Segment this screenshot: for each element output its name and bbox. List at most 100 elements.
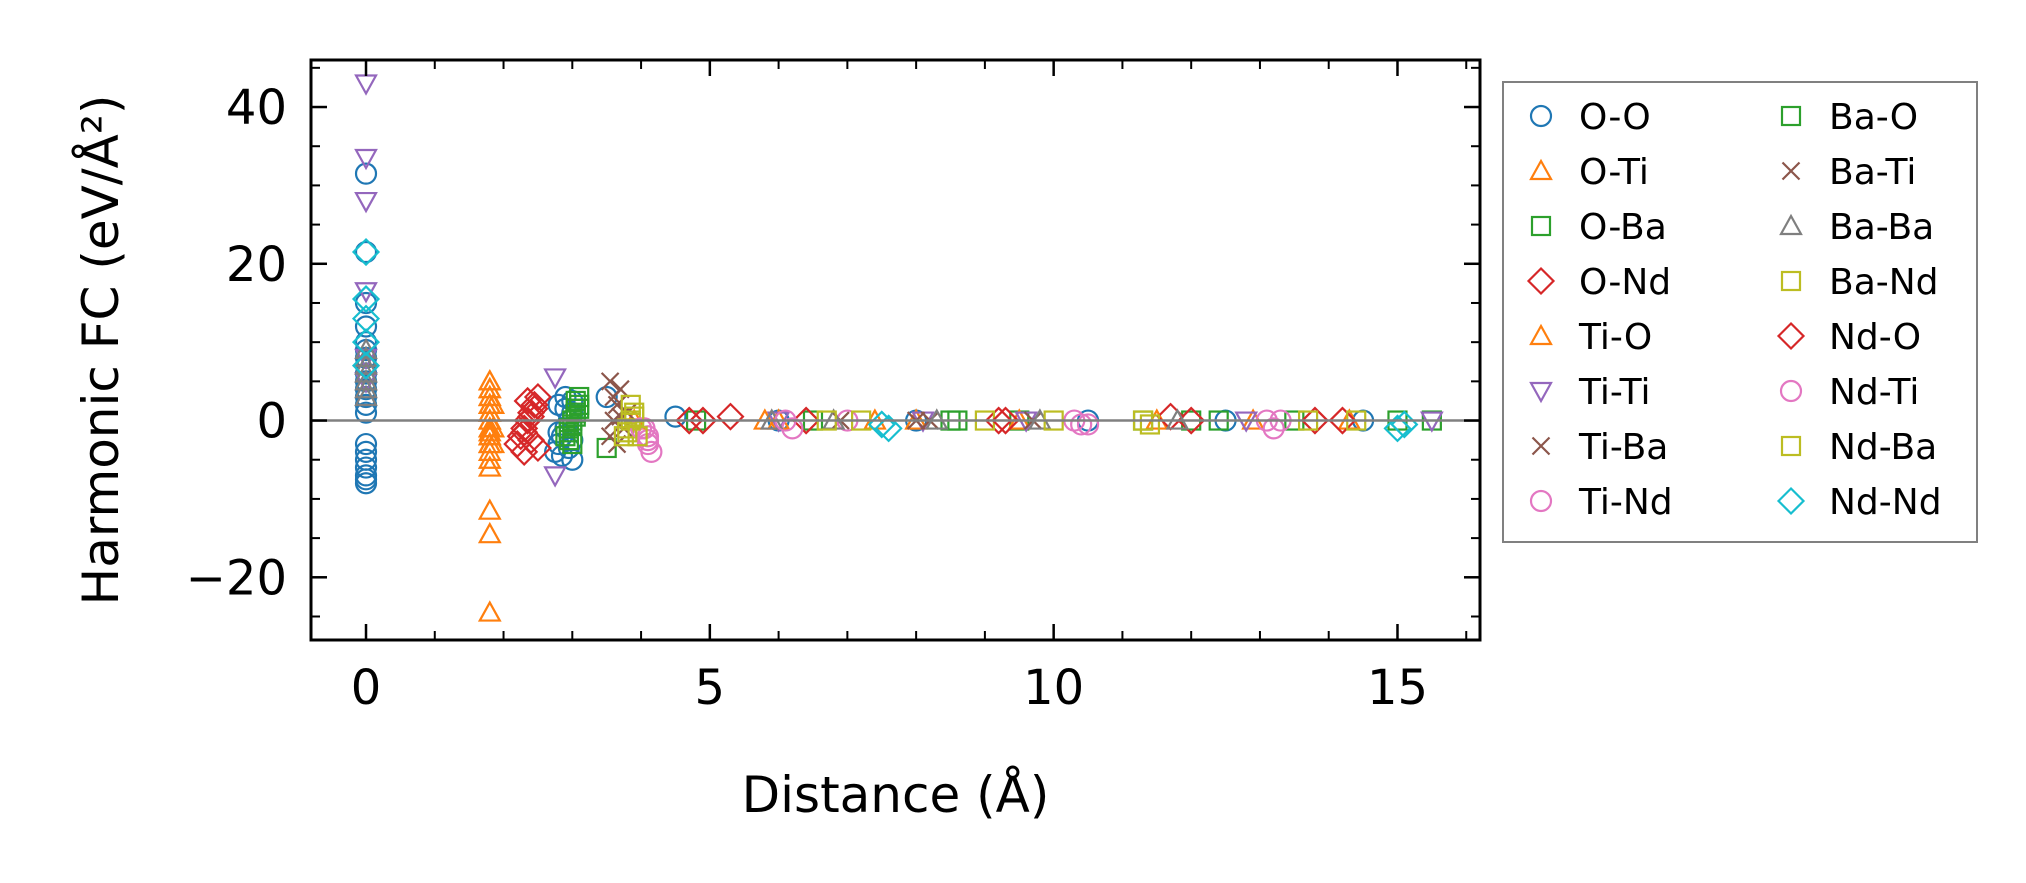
data-point — [604, 387, 623, 407]
legend-label: Ba-O — [1829, 97, 1918, 138]
legend-marker — [1530, 215, 1552, 237]
data-point — [477, 416, 502, 438]
data-point — [354, 456, 378, 479]
data-point — [562, 433, 583, 455]
legend-item: Ti-Nd — [1529, 482, 1673, 523]
legend-item: Nd-Ti — [1779, 372, 1919, 413]
data-point — [543, 368, 567, 390]
data-point — [569, 398, 590, 419]
data-point — [477, 376, 502, 399]
data-point — [547, 421, 570, 444]
data-point — [354, 74, 378, 96]
data-point — [1156, 402, 1185, 431]
data-point — [562, 414, 583, 435]
data-point — [675, 406, 704, 435]
legend-marker — [1779, 213, 1803, 236]
legend-label: Ba-Ba — [1829, 207, 1934, 248]
data-point — [516, 402, 546, 431]
data-point — [629, 417, 653, 440]
data-point — [1300, 406, 1330, 435]
data-point — [477, 600, 502, 622]
data-point — [792, 406, 821, 435]
data-points — [351, 74, 1444, 622]
legend-label: Nd-O — [1829, 317, 1921, 358]
data-point — [354, 191, 378, 214]
legend-marker — [1776, 486, 1806, 516]
legend-marker — [1529, 104, 1553, 128]
data-point — [477, 498, 502, 520]
legend-label: Ba-Nd — [1829, 262, 1939, 303]
data-point — [354, 369, 378, 391]
data-point — [523, 433, 552, 463]
data-point — [1177, 406, 1206, 435]
y-axis-label: Harmonic FC (eV/Å²) — [72, 95, 130, 606]
data-point — [354, 432, 378, 456]
data-point — [664, 405, 687, 428]
legend-item: Ba-Ti — [1781, 152, 1916, 193]
legend-marker — [1526, 266, 1556, 296]
series-Ti-Nd — [633, 409, 1292, 463]
data-point — [636, 429, 660, 452]
data-point — [620, 394, 641, 415]
data-point — [354, 401, 378, 424]
data-point — [477, 392, 502, 414]
data-point — [477, 431, 502, 454]
data-point — [354, 240, 378, 264]
legend-item: Nd-Nd — [1776, 482, 1942, 523]
legend-label: Nd-Nd — [1829, 482, 1942, 523]
data-point — [1139, 414, 1161, 435]
legend-label: Ti-Ti — [1578, 372, 1650, 413]
legend-item: Nd-O — [1776, 317, 1921, 358]
data-point — [1328, 406, 1357, 435]
data-point — [510, 437, 539, 466]
y-tick-label: −20 — [186, 550, 287, 606]
data-point — [617, 422, 638, 443]
legend-label: O-Nd — [1579, 262, 1671, 303]
data-point — [558, 422, 579, 443]
legend-item: Ti-Ba — [1531, 427, 1668, 468]
data-point — [543, 466, 567, 488]
data-point — [354, 315, 378, 338]
data-point — [624, 406, 645, 427]
series-Nd-Nd — [351, 237, 1419, 443]
legend-marker — [1780, 105, 1802, 127]
legend-label: O-Ti — [1579, 152, 1649, 193]
data-point — [477, 521, 502, 544]
y-tick-label: 20 — [226, 237, 287, 293]
legend-item: Ba-O — [1780, 97, 1918, 138]
data-point — [688, 406, 718, 435]
data-point — [477, 423, 502, 446]
legend-item: Ba-Nd — [1780, 262, 1939, 303]
data-point — [351, 237, 381, 267]
data-point — [477, 369, 502, 391]
data-point — [351, 284, 381, 314]
series-Ba-O — [558, 390, 1229, 443]
data-point — [565, 390, 586, 412]
legend-item: O-O — [1529, 97, 1651, 138]
legend-marker — [1531, 436, 1551, 456]
data-point — [354, 148, 378, 171]
data-point — [354, 162, 378, 185]
data-point — [595, 385, 618, 409]
series-Nd-O — [510, 394, 1020, 463]
data-point — [874, 414, 903, 443]
y-tick-label: 0 — [256, 394, 287, 450]
data-point — [1262, 417, 1285, 440]
legend-label: O-O — [1579, 97, 1651, 138]
data-point — [354, 376, 378, 399]
legend-marker — [1780, 270, 1802, 292]
data-point — [991, 406, 1020, 435]
data-point — [565, 406, 586, 427]
series-O-Ba — [555, 386, 1442, 459]
legend-label: Nd-Ba — [1829, 427, 1937, 468]
data-point — [477, 384, 502, 407]
legend-label: Nd-Ti — [1829, 372, 1919, 413]
legend-box — [1502, 81, 1978, 543]
legend-marker — [1529, 489, 1553, 513]
data-point — [354, 440, 378, 463]
legend-label: O-Ba — [1579, 207, 1667, 248]
data-point — [477, 447, 502, 469]
plot-frame — [309, 58, 1482, 642]
legend-item: Ti-O — [1529, 317, 1652, 358]
